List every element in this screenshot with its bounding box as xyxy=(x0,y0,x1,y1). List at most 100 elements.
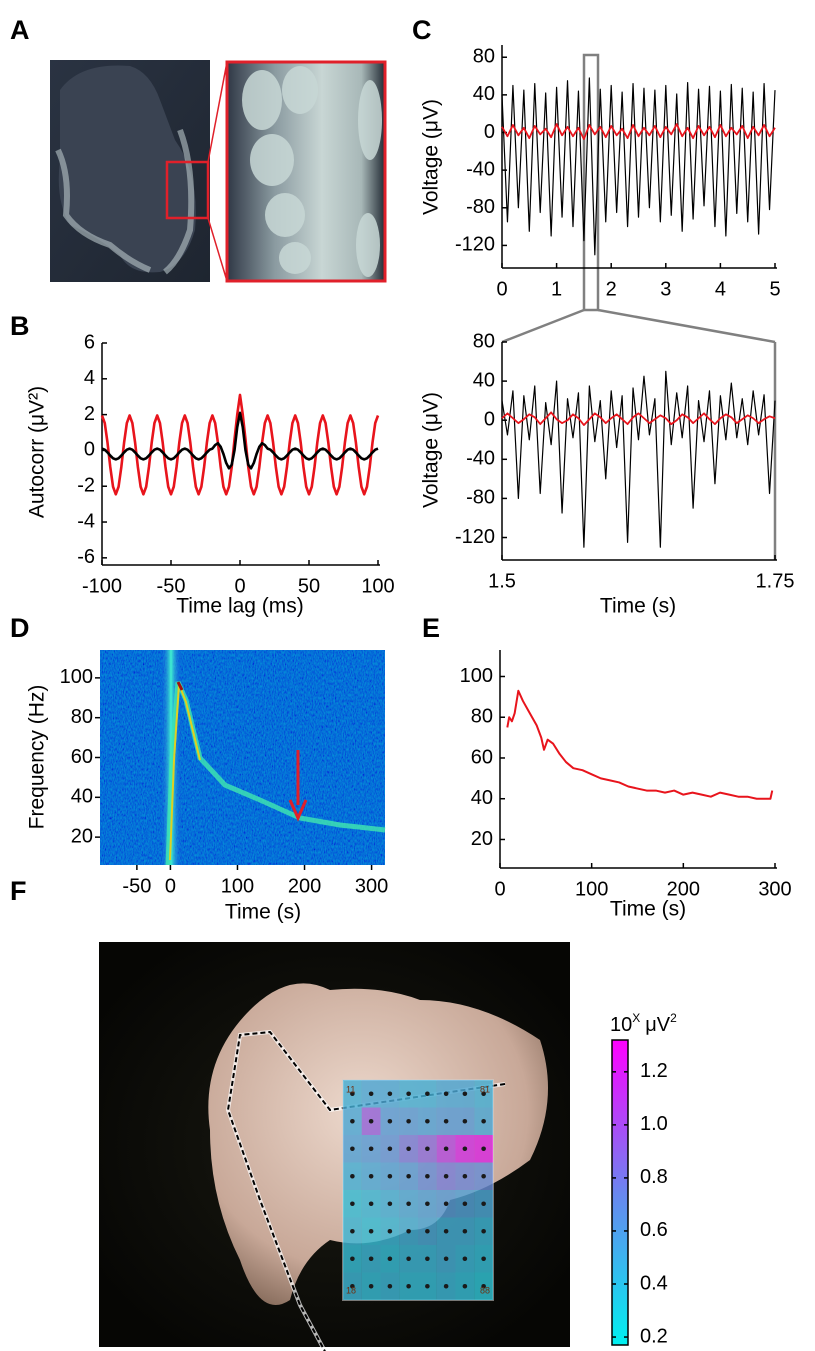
photo xyxy=(99,942,570,1351)
electrode xyxy=(425,1201,430,1207)
y-tick-label: 0 xyxy=(84,439,95,461)
electrode-label: 11 xyxy=(346,1084,355,1094)
y-tick-label: 60 xyxy=(71,746,93,768)
colorbar-label-part: μV xyxy=(645,1014,671,1036)
x-tick-label: 4 xyxy=(715,278,726,300)
electrode xyxy=(350,1201,355,1207)
electrode xyxy=(368,1091,374,1097)
electrode xyxy=(425,1146,430,1152)
electrode xyxy=(368,1228,374,1234)
electrode xyxy=(368,1256,374,1262)
x-tick-label: 200 xyxy=(667,878,700,900)
panel-label: F xyxy=(10,876,27,906)
x-tick-label: 0 xyxy=(234,575,245,597)
y-tick-label: 100 xyxy=(60,666,93,688)
electrode xyxy=(406,1173,411,1179)
y-tick-label: -80 xyxy=(466,196,495,218)
electrode xyxy=(406,1201,411,1207)
y-tick-label: 20 xyxy=(471,828,493,850)
x-tick-label: 100 xyxy=(221,875,254,897)
panel-label: C xyxy=(412,15,432,45)
zoom-line xyxy=(207,217,228,282)
zoom-window xyxy=(501,53,777,560)
x-axis-label: Time (s) xyxy=(225,901,301,924)
electrode xyxy=(462,1283,468,1289)
y-tick-label: 100 xyxy=(460,665,493,687)
tissue-edge xyxy=(55,128,195,275)
y-tick-label: -4 xyxy=(77,510,95,532)
colorbar-tick-label: 0.4 xyxy=(640,1272,668,1294)
electrode xyxy=(462,1118,468,1124)
electrode xyxy=(443,1091,449,1097)
electrode xyxy=(443,1173,449,1179)
electrode xyxy=(481,1256,486,1262)
y-tick-label: 2 xyxy=(84,403,95,425)
y-tick-label: -120 xyxy=(455,234,495,256)
electrode xyxy=(406,1256,411,1262)
x-tick-label: 1.5 xyxy=(488,570,516,592)
colorbar xyxy=(611,1039,629,1346)
electrode xyxy=(350,1091,355,1097)
electrode xyxy=(406,1091,411,1097)
colorbar-label-part: 10 xyxy=(610,1014,632,1036)
colorbar-tick-label: 1.2 xyxy=(640,1060,668,1082)
x-axis-label: Time lag (ms) xyxy=(176,595,304,618)
electrode xyxy=(387,1091,393,1097)
y-tick-label: -80 xyxy=(466,487,495,509)
colorbar-tick-label: 0.8 xyxy=(640,1166,668,1188)
y-tick-label: 60 xyxy=(471,746,493,768)
x-tick-label: 0 xyxy=(496,278,507,300)
y-tick-label: -40 xyxy=(466,158,495,180)
electrode xyxy=(443,1201,449,1207)
electrode xyxy=(481,1173,486,1179)
x-axis-label: Time (s) xyxy=(600,595,676,618)
electrode-label: 81 xyxy=(480,1084,490,1094)
electrode xyxy=(350,1118,355,1124)
electrode xyxy=(387,1118,393,1124)
electrode xyxy=(387,1228,393,1234)
electrode-label: 88 xyxy=(480,1285,490,1295)
y-tick-label: 80 xyxy=(471,706,493,728)
electrode xyxy=(350,1146,355,1152)
x-tick-label: 50 xyxy=(298,575,320,597)
electrode xyxy=(443,1228,449,1234)
y-tick-label: 20 xyxy=(71,825,93,847)
electrode xyxy=(443,1146,449,1152)
line-series xyxy=(101,411,379,470)
electrode xyxy=(406,1228,411,1234)
x-tick-label: 0 xyxy=(165,875,176,897)
x-tick-label: -50 xyxy=(157,575,186,597)
x-tick-label: 200 xyxy=(288,875,321,897)
outline xyxy=(226,1030,506,1351)
panel-label: E xyxy=(422,613,440,643)
y-tick-label: 80 xyxy=(473,46,495,68)
line-series xyxy=(506,689,774,800)
electrode xyxy=(368,1283,374,1289)
line-series xyxy=(501,411,776,426)
colorbar-label-part: X xyxy=(632,1011,640,1025)
villi xyxy=(242,66,382,277)
electrode xyxy=(406,1146,411,1152)
electrode-label: 18 xyxy=(346,1285,356,1295)
electrode xyxy=(387,1256,393,1262)
electrode xyxy=(462,1256,468,1262)
y-tick-label: 0 xyxy=(484,408,495,430)
spectrogram-peak xyxy=(176,681,184,691)
y-tick-label: -40 xyxy=(466,448,495,470)
electrode xyxy=(406,1283,411,1289)
electrode xyxy=(443,1118,449,1124)
electrode xyxy=(425,1173,430,1179)
x-axis-label: Time (s) xyxy=(610,898,686,921)
electrode xyxy=(368,1146,374,1152)
line-series xyxy=(100,393,380,496)
y-tick-label: 80 xyxy=(71,706,93,728)
electrode xyxy=(425,1118,430,1124)
electrode xyxy=(462,1173,468,1179)
x-tick-label: 3 xyxy=(660,278,671,300)
y-tick-label: 40 xyxy=(71,786,93,808)
tissue xyxy=(58,65,196,273)
y-axis-label: Voltage (μV) xyxy=(420,392,443,508)
